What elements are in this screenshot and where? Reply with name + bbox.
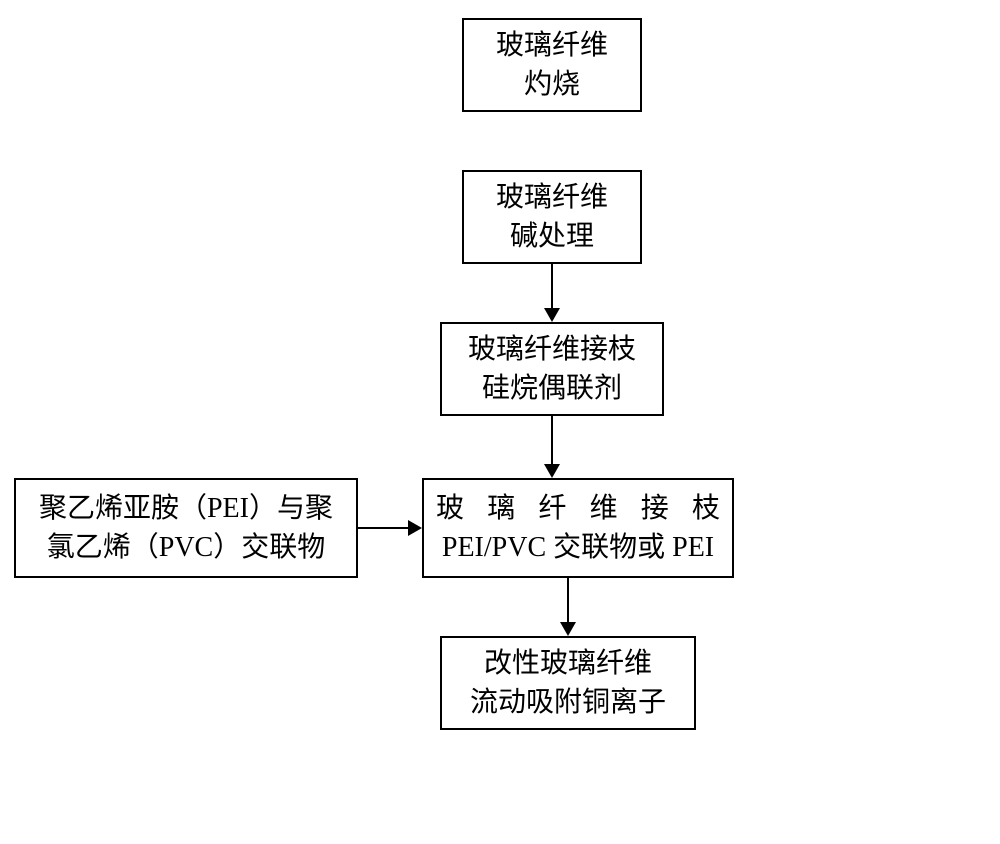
node-label-line: 碱处理	[496, 217, 608, 256]
node-label: 玻璃纤维接枝 PEI/PVC 交联物或 PEI	[436, 489, 720, 567]
node-label-line: 氯乙烯（PVC）交联物	[39, 528, 333, 567]
node-pei-pvc-crosslink: 聚乙烯亚胺（PEI）与聚 氯乙烯（PVC）交联物	[14, 478, 358, 578]
node-alkali-treatment: 玻璃纤维 碱处理	[462, 170, 642, 264]
arrow-head	[408, 520, 422, 536]
node-label-line: 改性玻璃纤维	[470, 644, 666, 683]
arrow-line	[551, 416, 553, 464]
node-silane-coupling: 玻璃纤维接枝 硅烷偶联剂	[440, 322, 664, 416]
arrow-line	[567, 578, 569, 622]
node-glass-fiber-burn: 玻璃纤维 灼烧	[462, 18, 642, 112]
arrow-line	[358, 527, 408, 529]
arrow-head	[544, 308, 560, 322]
node-label-line: 聚乙烯亚胺（PEI）与聚	[39, 489, 333, 528]
node-copper-adsorption: 改性玻璃纤维 流动吸附铜离子	[440, 636, 696, 730]
node-label: 改性玻璃纤维 流动吸附铜离子	[470, 644, 666, 722]
node-label: 玻璃纤维 碱处理	[496, 178, 608, 256]
node-label-line: 玻璃纤维接枝	[436, 489, 720, 528]
node-label: 聚乙烯亚胺（PEI）与聚 氯乙烯（PVC）交联物	[39, 489, 333, 567]
node-label-line: PEI/PVC 交联物或 PEI	[436, 528, 720, 567]
node-label-line: 玻璃纤维	[496, 178, 608, 217]
node-label: 玻璃纤维接枝 硅烷偶联剂	[468, 330, 636, 408]
node-label-line: 玻璃纤维接枝	[468, 330, 636, 369]
node-label-line: 硅烷偶联剂	[468, 369, 636, 408]
arrow-head	[544, 464, 560, 478]
node-label-line: 玻璃纤维	[496, 26, 608, 65]
arrow-head	[560, 622, 576, 636]
arrow-line	[551, 264, 553, 308]
node-label-line: 灼烧	[496, 65, 608, 104]
node-label: 玻璃纤维 灼烧	[496, 26, 608, 104]
node-label-line: 流动吸附铜离子	[470, 683, 666, 722]
node-graft-pei-pvc: 玻璃纤维接枝 PEI/PVC 交联物或 PEI	[422, 478, 734, 578]
